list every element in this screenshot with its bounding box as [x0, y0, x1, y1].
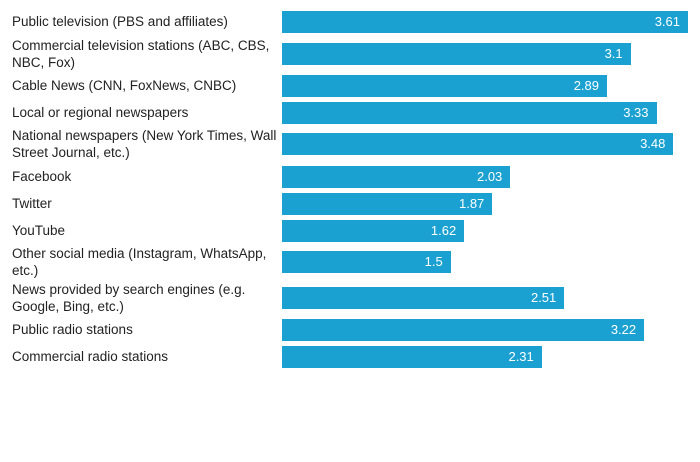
data-label: 3.48: [640, 136, 666, 151]
category-label: Local or regional newspapers: [12, 105, 189, 120]
data-label: 3.33: [623, 105, 649, 120]
category-label: Cable News (CNN, FoxNews, CNBC): [12, 78, 237, 93]
data-label: 3.1: [604, 46, 623, 61]
bar: [282, 287, 565, 309]
bar: [282, 193, 493, 215]
bar: [282, 346, 542, 368]
category-label: News provided by search engines (e.g. Go…: [12, 282, 246, 314]
data-label: 1.87: [458, 196, 485, 211]
data-label: 2.31: [508, 349, 534, 364]
category-label: Public radio stations: [12, 322, 133, 337]
bar: [282, 75, 608, 97]
bar: [282, 220, 465, 242]
category-label: Commercial television stations (ABC, CBS…: [12, 38, 270, 70]
data-label: 1.5: [424, 254, 443, 269]
category-label: YouTube: [12, 223, 66, 238]
data-label: 3.61: [654, 14, 680, 29]
data-label: 2.51: [530, 290, 557, 305]
bar: [282, 166, 511, 188]
category-label: Public television (PBS and affiliates): [12, 14, 228, 29]
category-label: Other social media (Instagram, WhatsApp,…: [12, 246, 267, 278]
bar: [282, 319, 645, 341]
category-label: Twitter: [12, 196, 52, 211]
bar: [282, 11, 688, 33]
data-label: 1.62: [430, 223, 457, 238]
category-label: National newspapers (New York Times, Wal…: [12, 128, 277, 160]
bar: [282, 102, 657, 124]
category-label: Commercial radio stations: [12, 349, 169, 364]
data-label: 2.89: [573, 78, 600, 93]
data-label: 3.22: [610, 322, 637, 337]
bar: [282, 251, 451, 273]
category-label: Facebook: [12, 169, 72, 184]
bar: [282, 43, 631, 65]
bar: [282, 133, 674, 155]
data-label: 2.03: [476, 169, 503, 184]
